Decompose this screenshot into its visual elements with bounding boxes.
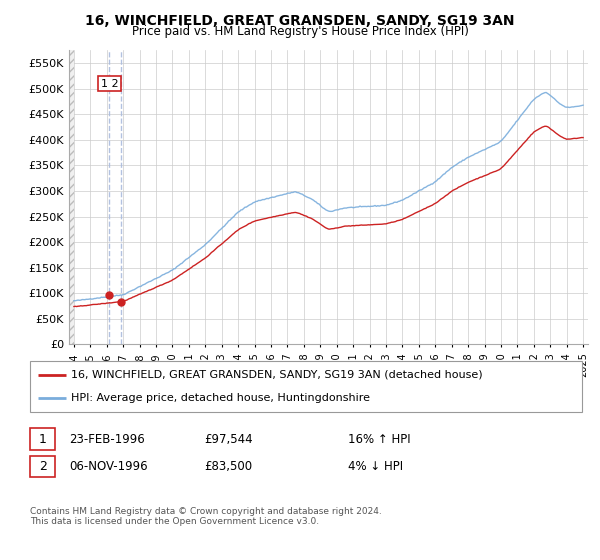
Text: 4% ↓ HPI: 4% ↓ HPI: [348, 460, 403, 473]
Text: 1 2: 1 2: [101, 78, 119, 88]
Text: 16% ↑ HPI: 16% ↑ HPI: [348, 432, 410, 446]
Text: £83,500: £83,500: [204, 460, 252, 473]
Text: 16, WINCHFIELD, GREAT GRANSDEN, SANDY, SG19 3AN (detached house): 16, WINCHFIELD, GREAT GRANSDEN, SANDY, S…: [71, 370, 483, 380]
Text: 1: 1: [38, 432, 47, 446]
Text: HPI: Average price, detached house, Huntingdonshire: HPI: Average price, detached house, Hunt…: [71, 393, 370, 403]
Text: 06-NOV-1996: 06-NOV-1996: [69, 460, 148, 473]
Text: Contains HM Land Registry data © Crown copyright and database right 2024.
This d: Contains HM Land Registry data © Crown c…: [30, 507, 382, 526]
Text: £97,544: £97,544: [204, 432, 253, 446]
Text: 23-FEB-1996: 23-FEB-1996: [69, 432, 145, 446]
Text: 16, WINCHFIELD, GREAT GRANSDEN, SANDY, SG19 3AN: 16, WINCHFIELD, GREAT GRANSDEN, SANDY, S…: [85, 14, 515, 28]
Bar: [69, 50, 74, 344]
Text: 2: 2: [38, 460, 47, 473]
Text: Price paid vs. HM Land Registry's House Price Index (HPI): Price paid vs. HM Land Registry's House …: [131, 25, 469, 38]
